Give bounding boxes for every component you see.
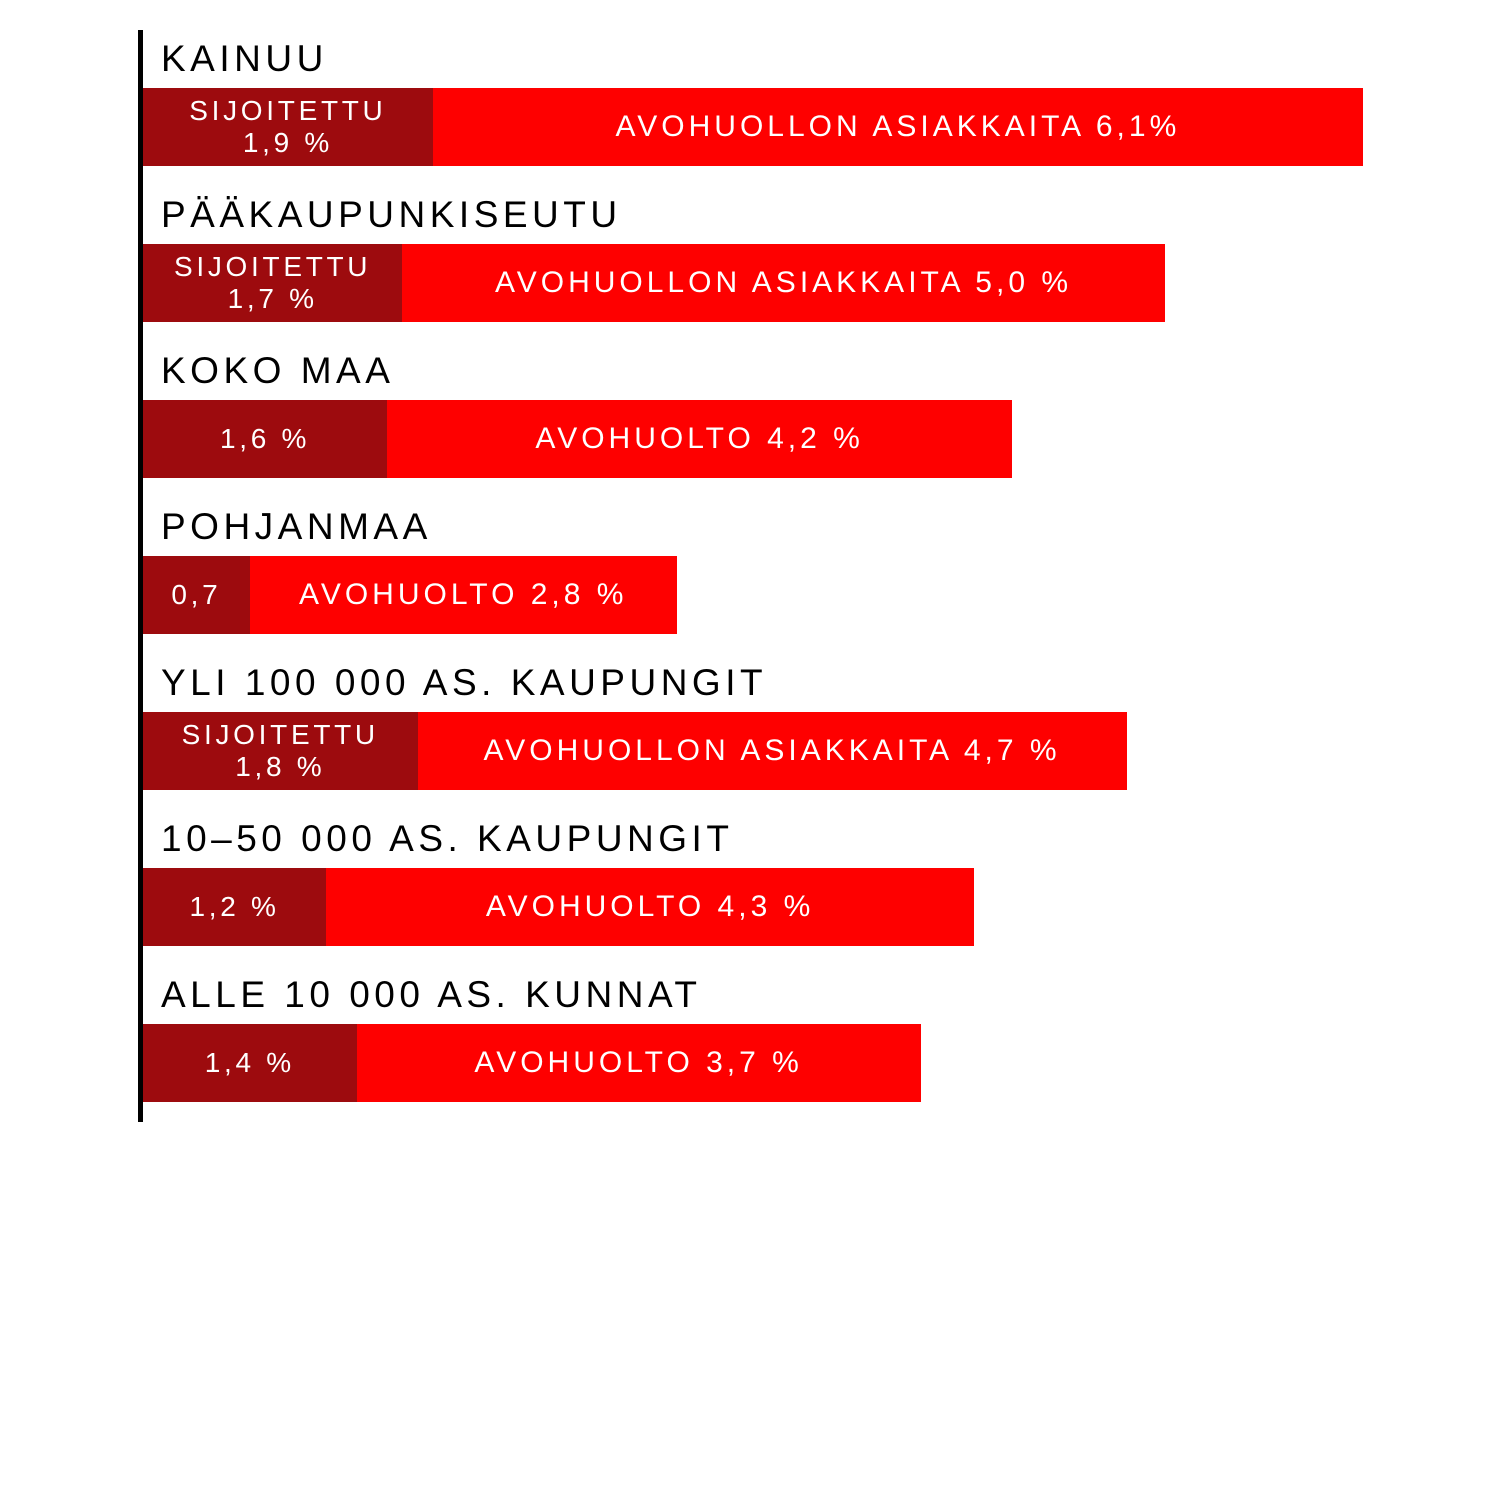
row-label: YLI 100 000 AS. KAUPUNGIT [143,654,1363,712]
bar-segment-outpatient-label: AVOHUOLLON ASIAKKAITA 5,0 % [495,266,1072,300]
bar: AVOHUOLLON ASIAKKAITA 5,0 % SIJOITETTU 1,… [143,244,1363,322]
bar-segment-placed: 1,6 % [143,400,387,478]
row-label: ALLE 10 000 AS. KUNNAT [143,966,1363,1024]
bar-segment-outpatient-label: AVOHUOLTO 2,8 % [299,578,627,612]
bar-segment-placed-label: SIJOITETTU 1,7 % [174,251,371,315]
bar-segment-placed: SIJOITETTU 1,7 % [143,244,402,322]
bar: AVOHUOLLON ASIAKKAITA 4,7 % SIJOITETTU 1,… [143,712,1363,790]
bar-segment-outpatient-label: AVOHUOLLON ASIAKKAITA 6,1% [616,110,1181,144]
bar-segment-placed-label: 1,4 % [205,1047,295,1079]
row-label: 10–50 000 AS. KAUPUNGIT [143,810,1363,868]
bar: AVOHUOLTO 4,3 % 1,2 % [143,868,1363,946]
chart-row: POHJANMAA AVOHUOLTO 2,8 % 0,7 [143,498,1363,634]
chart-row: KAINUU AVOHUOLLON ASIAKKAITA 6,1% SIJOITET… [143,30,1363,166]
bar: AVOHUOLTO 4,2 % 1,6 % [143,400,1363,478]
bar-segment-placed-label: 0,7 [171,579,221,611]
bar-segment-placed: SIJOITETTU 1,9 % [143,88,433,166]
row-label: POHJANMAA [143,498,1363,556]
bar: AVOHUOLTO 3,7 % 1,4 % [143,1024,1363,1102]
chart-container: KAINUU AVOHUOLLON ASIAKKAITA 6,1% SIJOITET… [0,0,1496,1496]
bar-segment-outpatient-label: AVOHUOLTO 3,7 % [474,1046,802,1080]
bar-segment-placed: 0,7 [143,556,250,634]
bar-segment-placed-label: 1,2 % [189,891,279,923]
bar-segment-placed: 1,4 % [143,1024,357,1102]
chart-row: PÄÄKAUPUNKISEUTUAVOHUOLLON ASIAKKAITA 5,… [143,186,1363,322]
bar-segment-outpatient-label: AVOHUOLLON ASIAKKAITA 4,7 % [484,734,1061,768]
chart-row: 10–50 000 AS. KAUPUNGIT AVOHUOLTO 4,3 % 1,… [143,810,1363,946]
chart-row: KOKO MAA AVOHUOLTO 4,2 % 1,6 % [143,342,1363,478]
bar: AVOHUOLLON ASIAKKAITA 6,1% SIJOITETTU 1,9… [143,88,1363,166]
bar-segment-placed-label: 1,6 % [220,423,310,455]
bar-segment-placed-label: SIJOITETTU 1,8 % [182,719,379,783]
bar-segment-outpatient-label: AVOHUOLTO 4,2 % [535,422,863,456]
bar-chart: KAINUU AVOHUOLLON ASIAKKAITA 6,1% SIJOITET… [138,30,1363,1122]
row-label: KAINUU [143,30,1363,88]
row-label: KOKO MAA [143,342,1363,400]
bar-segment-placed-label: SIJOITETTU 1,9 % [189,95,386,159]
bar: AVOHUOLTO 2,8 % 0,7 [143,556,1363,634]
chart-row: YLI 100 000 AS. KAUPUNGITAVOHUOLLON ASIA… [143,654,1363,790]
bar-segment-placed: SIJOITETTU 1,8 % [143,712,418,790]
chart-row: ALLE 10 000 AS. KUNNAT AVOHUOLTO 3,7 % 1,4… [143,966,1363,1102]
bar-segment-outpatient-label: AVOHUOLTO 4,3 % [486,890,814,924]
row-label: PÄÄKAUPUNKISEUTU [143,186,1363,244]
bar-segment-placed: 1,2 % [143,868,326,946]
